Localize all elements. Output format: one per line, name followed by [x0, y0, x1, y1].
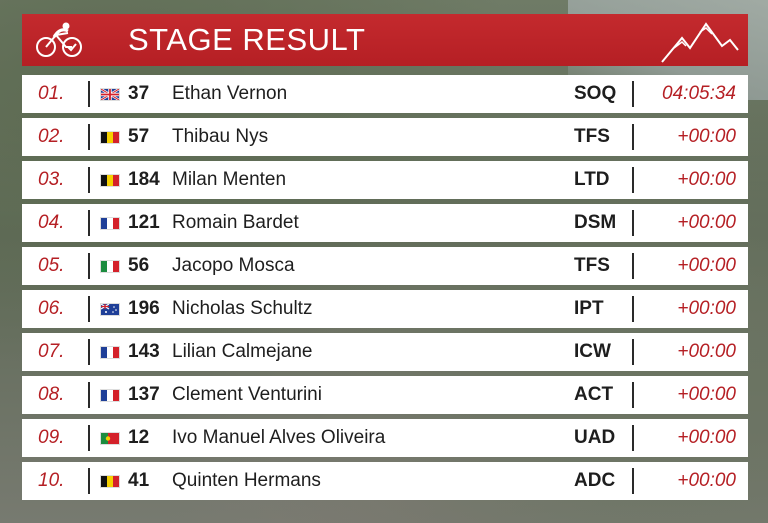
rank-cell: 08. [38, 384, 65, 405]
table-row: 05. 56 Jacopo Mosca TFS +00:00 [22, 247, 748, 285]
flag-be-icon [100, 130, 120, 144]
stage-result-header: STAGE RESULT [22, 14, 748, 66]
team-code: ACT [574, 384, 614, 405]
flag-be-icon [100, 173, 120, 187]
divider [632, 296, 634, 322]
divider [632, 167, 634, 193]
rank-cell: 09. [38, 427, 65, 448]
table-row: 07. 143 Lilian Calmejane ICW +00:00 [22, 333, 748, 371]
time-cell: +00:00 [677, 126, 736, 147]
rider-name: Quinten Hermans [172, 470, 321, 491]
divider [88, 382, 90, 408]
time-cell: +00:00 [677, 255, 736, 276]
time-cell: +00:00 [677, 470, 736, 491]
table-row: 08. 137 Clement Venturini ACT +00:00 [22, 376, 748, 414]
table-row: 02. 57 Thibau Nys TFS +00:00 [22, 118, 748, 156]
team-code: ICW [574, 341, 611, 362]
divider [88, 210, 90, 236]
flag-au-icon [100, 302, 120, 316]
rider-name: Jacopo Mosca [172, 255, 295, 276]
flag-fr-icon [100, 388, 120, 402]
table-row: 10. 41 Quinten Hermans ADC +00:00 [22, 462, 748, 500]
rank-cell: 10. [38, 470, 65, 491]
rank-cell: 06. [38, 298, 65, 319]
rank-cell: 07. [38, 341, 65, 362]
team-code: ADC [574, 470, 616, 491]
rider-name: Clement Venturini [172, 384, 322, 405]
rider-name: Romain Bardet [172, 212, 299, 233]
time-cell: +00:00 [677, 298, 736, 319]
rider-number: 37 [128, 83, 150, 104]
team-code: LTD [574, 169, 610, 190]
divider [632, 81, 634, 107]
divider [88, 253, 90, 279]
time-cell: +00:00 [677, 427, 736, 448]
divider [88, 167, 90, 193]
flag-pt-icon [100, 431, 120, 445]
rider-number: 121 [128, 212, 160, 233]
team-code: IPT [574, 298, 604, 319]
team-code: SOQ [574, 83, 617, 104]
rider-number: 41 [128, 470, 150, 491]
rider-name: Ivo Manuel Alves Oliveira [172, 427, 386, 448]
divider [632, 382, 634, 408]
rank-cell: 05. [38, 255, 65, 276]
rider-number: 137 [128, 384, 160, 405]
rider-number: 12 [128, 427, 150, 448]
rank-cell: 01. [38, 83, 65, 104]
time-cell: +00:00 [677, 212, 736, 233]
time-cell: +00:00 [677, 384, 736, 405]
divider [632, 210, 634, 236]
rider-number: 57 [128, 126, 150, 147]
rank-cell: 04. [38, 212, 65, 233]
divider [88, 296, 90, 322]
table-row: 06. 196 Nicholas Schultz IPT +00:00 [22, 290, 748, 328]
team-code: TFS [574, 255, 610, 276]
divider [632, 124, 634, 150]
cyclist-logo-icon [22, 14, 98, 66]
divider [88, 468, 90, 494]
flag-fr-icon [100, 345, 120, 359]
rider-number: 56 [128, 255, 150, 276]
team-code: DSM [574, 212, 617, 233]
rank-cell: 02. [38, 126, 65, 147]
mountain-icon [661, 22, 739, 63]
time-cell: +00:00 [677, 341, 736, 362]
rider-name: Lilian Calmejane [172, 341, 313, 362]
rider-number: 196 [128, 298, 160, 319]
rider-number: 184 [128, 169, 160, 190]
flag-it-icon [100, 259, 120, 273]
rider-name: Milan Menten [172, 169, 287, 190]
divider [632, 339, 634, 365]
divider [632, 425, 634, 451]
divider [632, 468, 634, 494]
page-title: STAGE RESULT [128, 22, 366, 57]
team-code: TFS [574, 126, 610, 147]
flag-fr-icon [100, 216, 120, 230]
table-row: 03. 184 Milan Menten LTD +00:00 [22, 161, 748, 199]
team-code: UAD [574, 427, 616, 448]
divider [88, 339, 90, 365]
rider-name: Ethan Vernon [172, 83, 288, 104]
rank-cell: 03. [38, 169, 65, 190]
table-row: 09. 12 Ivo Manuel Alves Oliveira UAD +00:00 [22, 419, 748, 457]
divider [88, 425, 90, 451]
rider-name: Nicholas Schultz [172, 298, 313, 319]
divider [632, 253, 634, 279]
divider [88, 81, 90, 107]
flag-uk-icon [100, 87, 120, 101]
time-cell: 04:05:34 [662, 83, 736, 104]
table-row: 01. 37 Ethan Vernon SOQ 04:05:34 [22, 75, 748, 113]
rider-name: Thibau Nys [172, 126, 269, 147]
table-row: 04. 121 Romain Bardet DSM +00:00 [22, 204, 748, 242]
time-cell: +00:00 [677, 169, 736, 190]
flag-be-icon [100, 474, 120, 488]
divider [88, 124, 90, 150]
rider-number: 143 [128, 341, 160, 362]
